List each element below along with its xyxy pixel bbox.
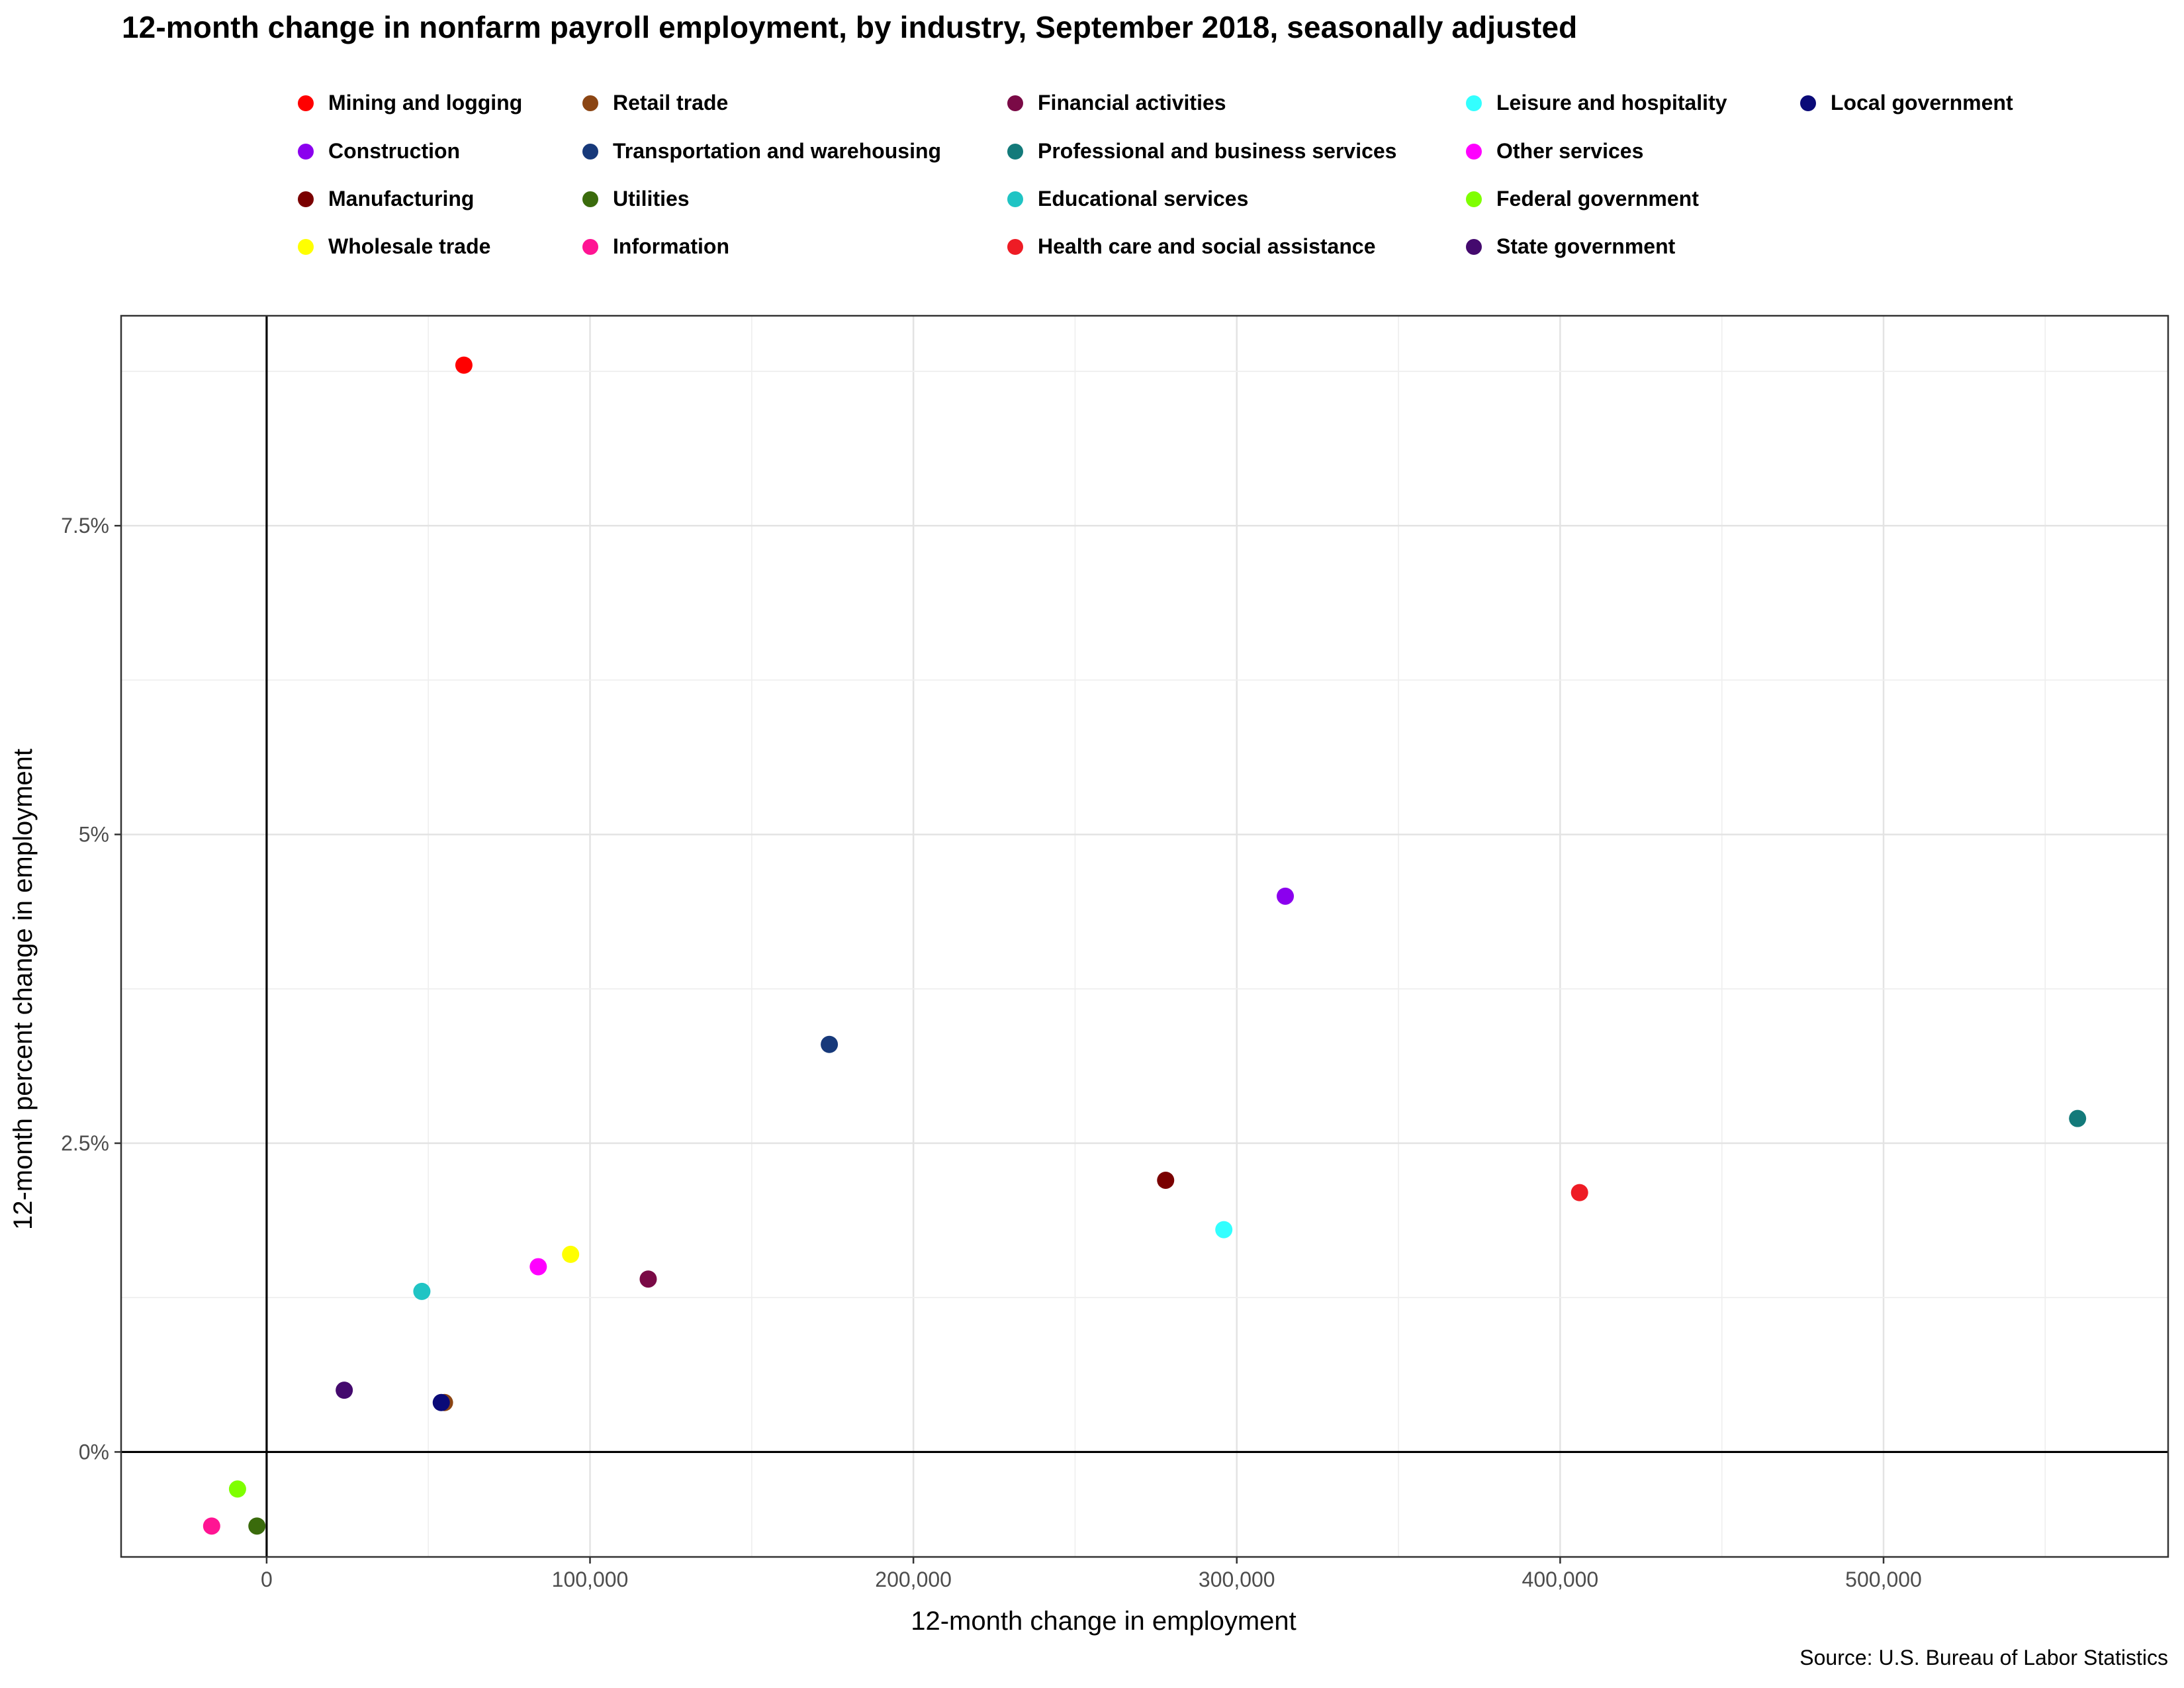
legend-marker — [1466, 143, 1482, 160]
x-tick-label: 300,000 — [1199, 1568, 1275, 1591]
legend-item: Transportation and warehousing — [582, 139, 941, 164]
x-tick-label: 400,000 — [1522, 1568, 1599, 1591]
chart-title: 12-month change in nonfarm payroll emplo… — [122, 10, 1578, 44]
legend-item: Construction — [298, 139, 460, 164]
legend-item: Local government — [1800, 91, 2013, 115]
data-point — [228, 1480, 246, 1498]
data-point — [1570, 1184, 1588, 1201]
x-tick-label: 0 — [261, 1568, 273, 1591]
grid-lines — [121, 316, 2168, 1557]
legend-label: Educational services — [1038, 187, 1249, 211]
legend-item: State government — [1466, 234, 1675, 259]
legend-marker — [1466, 238, 1482, 255]
legend-marker — [298, 95, 314, 111]
legend-marker — [582, 95, 598, 111]
legend-label: Retail trade — [613, 91, 729, 115]
legend-label: Health care and social assistance — [1038, 234, 1376, 258]
legend-marker — [1466, 191, 1482, 207]
legend-item: Health care and social assistance — [1007, 234, 1375, 259]
legend-label: Mining and logging — [328, 91, 523, 115]
legend-item: Wholesale trade — [298, 234, 490, 259]
legend-marker — [582, 238, 598, 255]
legend-item: Educational services — [1007, 187, 1248, 211]
x-axis-label: 12-month change in employment — [911, 1607, 1297, 1636]
legend-item: Financial activities — [1007, 91, 1226, 115]
legend-item: Manufacturing — [298, 187, 474, 211]
legend-label: State government — [1496, 234, 1676, 258]
legend-label: Wholesale trade — [328, 234, 491, 258]
y-tick-label: 7.5% — [61, 514, 109, 538]
legend-marker — [582, 143, 598, 160]
zero-lines — [121, 316, 2168, 1557]
legend-item: Leisure and hospitality — [1466, 91, 1727, 115]
legend-label: Professional and business services — [1038, 139, 1397, 163]
legend-label: Other services — [1496, 139, 1644, 163]
legend-marker — [1007, 95, 1023, 111]
legend-marker — [582, 191, 598, 207]
data-point — [203, 1517, 220, 1535]
axis-ticks: 0 100,000 200,000 300,000 400,000 500,000 0% 2.… — [61, 514, 1922, 1591]
y-axis-label: 12-month percent change in employment — [9, 749, 38, 1230]
legend-label: Transportation and warehousing — [613, 139, 942, 163]
legend-marker — [1466, 95, 1482, 111]
legend-label: Financial activities — [1038, 91, 1226, 115]
legend-label: Manufacturing — [328, 187, 475, 211]
data-point — [432, 1393, 450, 1411]
data-point — [821, 1035, 839, 1053]
legend-item: Retail trade — [582, 91, 728, 115]
legend-label: Federal government — [1496, 187, 1699, 211]
legend-marker — [1800, 95, 1816, 111]
x-tick-label: 500,000 — [1845, 1568, 1922, 1591]
data-point — [336, 1382, 353, 1399]
legend-label: Leisure and hospitality — [1496, 91, 1727, 115]
data-point — [639, 1270, 657, 1288]
plot-border — [120, 314, 2169, 1558]
data-point — [413, 1282, 431, 1300]
y-tick-label: 2.5% — [61, 1131, 109, 1155]
legend-item: Information — [582, 234, 729, 259]
legend-marker — [298, 191, 314, 207]
data-point — [1215, 1221, 1233, 1239]
legend-marker — [1007, 143, 1023, 160]
legend-marker — [1007, 191, 1023, 207]
y-tick-label: 5% — [79, 823, 109, 847]
y-tick-label: 0% — [79, 1440, 109, 1464]
legend-marker — [1007, 238, 1023, 255]
legend-label: Construction — [328, 139, 461, 163]
data-point — [1277, 887, 1295, 905]
legend-marker — [298, 143, 314, 160]
data-point — [248, 1517, 266, 1535]
legend: Mining and logging Construction Manufactur… — [0, 0, 2184, 265]
legend-marker — [298, 238, 314, 255]
legend-item: Mining and logging — [298, 91, 522, 115]
x-tick-label: 200,000 — [875, 1568, 952, 1591]
legend-item: Other services — [1466, 139, 1643, 164]
data-point — [455, 356, 473, 374]
legend-item: Federal government — [1466, 187, 1699, 211]
data-point — [1157, 1171, 1175, 1189]
legend-label: Local government — [1831, 91, 2013, 115]
legend-label: Information — [613, 234, 729, 258]
legend-item: Utilities — [582, 187, 690, 211]
source-note: Source: U.S. Bureau of Labor Statistics — [1799, 1646, 2168, 1669]
legend-label: Utilities — [613, 187, 690, 211]
data-points — [203, 356, 2087, 1535]
data-point — [529, 1258, 547, 1276]
data-point — [562, 1245, 580, 1263]
x-tick-label: 100,000 — [552, 1568, 629, 1591]
legend-item: Professional and business services — [1007, 139, 1396, 164]
data-point — [2069, 1109, 2087, 1127]
